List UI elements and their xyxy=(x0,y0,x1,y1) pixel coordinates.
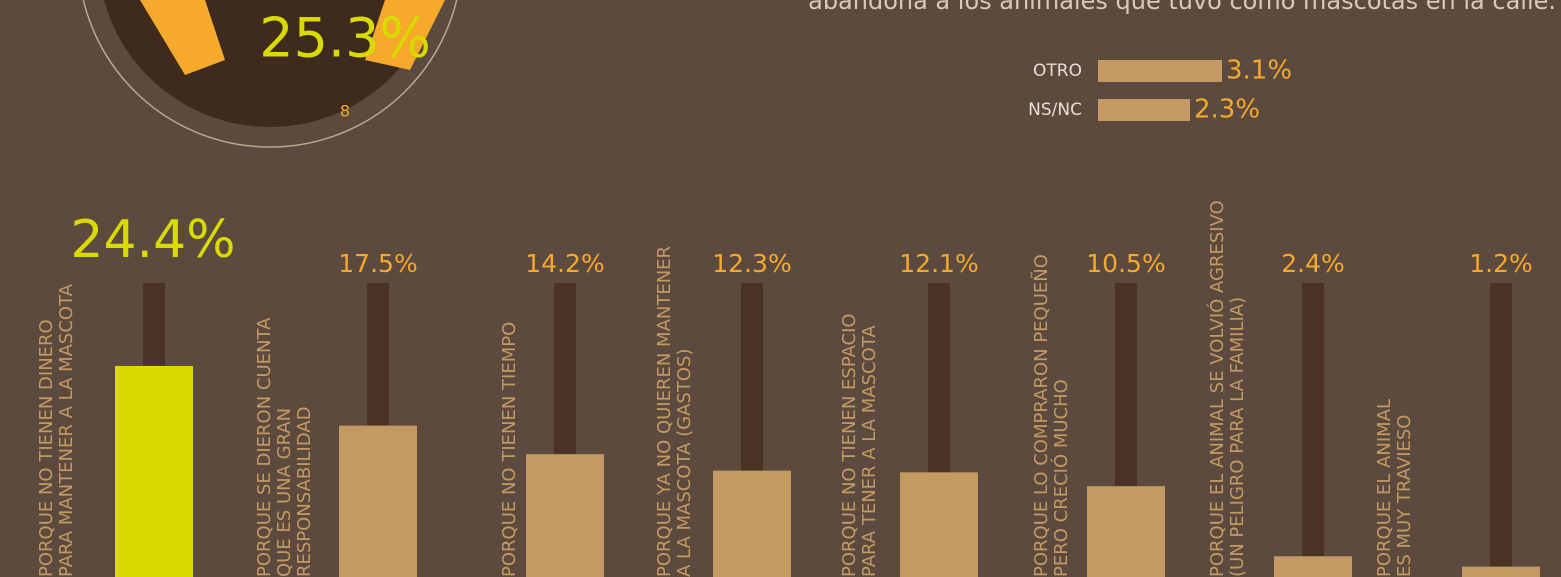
label-line: PORQUE NO TIENEN TIEMPO xyxy=(499,322,520,577)
category-label: PORQUE LO COMPRARON PEQUEÑOPERO CRECIÓ M… xyxy=(1030,254,1072,577)
circle-note: 8 xyxy=(340,102,350,121)
label-line: PORQUE EL ANIMAL xyxy=(1374,399,1395,577)
label-line: (UN PELIGRO PARA LA FAMILIA) xyxy=(1227,297,1248,577)
bar xyxy=(1462,566,1540,577)
value-label: 12.3% xyxy=(712,249,791,278)
category-label: OTRO xyxy=(1033,61,1082,81)
label-line: PORQUE NO TIENEN DINERO xyxy=(36,319,57,577)
category-label: PORQUE EL ANIMALES MUY TRAVIESO xyxy=(1374,399,1415,577)
label-line: QUE ES UNA GRAN xyxy=(274,408,295,577)
value-label: 3.1% xyxy=(1226,56,1292,86)
bar xyxy=(115,365,193,577)
bar xyxy=(1274,556,1352,577)
category-label: PORQUE YA NO QUIEREN MANTENERA LA MASCOT… xyxy=(654,246,695,577)
label-line: PORQUE NO TIENEN ESPACIO xyxy=(839,313,860,577)
label-line: PORQUE SE DIERON CUENTA xyxy=(254,317,275,577)
label-line: A LA MASCOTA (GASTOS) xyxy=(674,349,695,577)
wedge xyxy=(140,0,225,75)
category-label: PORQUE NO TIENEN ESPACIOPARA TENER A LA … xyxy=(839,313,880,577)
value-label: 14.2% xyxy=(525,249,604,278)
label-line: ES MUY TRAVIESO xyxy=(1394,415,1415,577)
category-label: PORQUE EL ANIMAL SE VOLVIÓ AGRESIVO(UN P… xyxy=(1206,200,1248,577)
bar xyxy=(526,454,604,577)
bar-track xyxy=(1302,283,1324,577)
category-label: PORQUE SE DIERON CUENTAQUE ES UNA GRANRE… xyxy=(254,317,315,577)
bar xyxy=(1087,486,1165,577)
category-label: PORQUE NO TIENEN DINEROPARA MANTENER A L… xyxy=(36,283,77,577)
label-line: RESPONSABILIDAD xyxy=(294,406,315,577)
label-line: PARA MANTENER A LA MASCOTA xyxy=(56,283,77,577)
bar xyxy=(713,470,791,577)
bar xyxy=(1098,60,1222,82)
value-label: 17.5% xyxy=(338,249,417,278)
value-label: 12.1% xyxy=(899,249,978,278)
value-label: 10.5% xyxy=(1086,249,1165,278)
bar-track xyxy=(1490,283,1512,577)
label-line: PORQUE EL ANIMAL SE VOLVIÓ AGRESIVO xyxy=(1206,200,1228,577)
label-line: PORQUE LO COMPRARON PEQUEÑO xyxy=(1030,254,1052,577)
value-label: 1.2% xyxy=(1469,249,1533,278)
category-label: PORQUE NO TIENEN TIEMPO xyxy=(499,322,520,577)
label-line: PARA TENER A LA MASCOTA xyxy=(859,325,880,577)
value-label: 2.4% xyxy=(1281,249,1345,278)
bar xyxy=(900,472,978,577)
label-line: PORQUE YA NO QUIEREN MANTENER xyxy=(654,246,675,577)
bar xyxy=(339,425,417,577)
bar xyxy=(1098,99,1190,121)
value-label: 24.4% xyxy=(70,210,235,270)
circle-label: 25.3% xyxy=(259,7,431,70)
label-line: PERO CRECIÓ MUCHO xyxy=(1050,379,1072,577)
circle-outline xyxy=(82,0,458,148)
category-label: NS/NC xyxy=(1028,100,1082,120)
wedge xyxy=(365,0,445,70)
caption: abandona a los animales que tuvo como ma… xyxy=(808,0,1556,15)
value-label: 2.3% xyxy=(1194,95,1260,125)
